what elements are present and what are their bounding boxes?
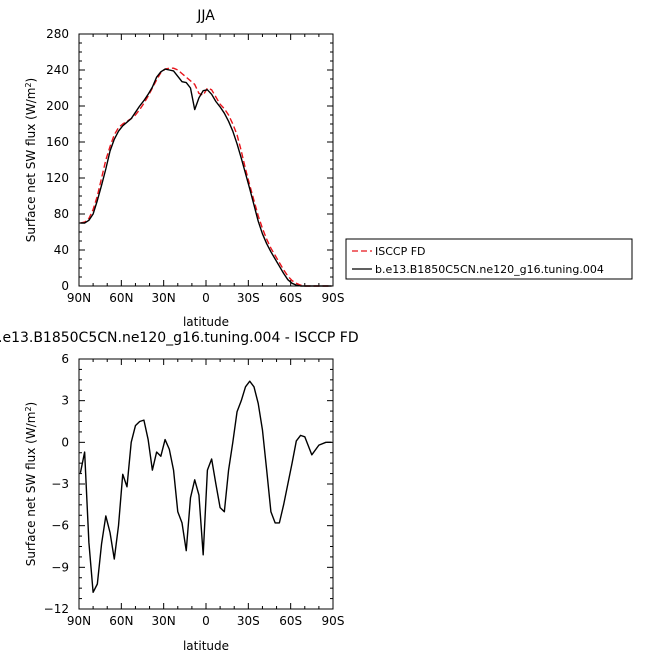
x-tick-label: 0: [202, 291, 210, 305]
x-tick-label: 30S: [237, 614, 260, 628]
top-y-label-superscript: 2: [24, 82, 33, 87]
bottom-y-label-superscript: 2: [24, 406, 33, 411]
y-tick-label: 0: [61, 279, 69, 293]
x-tick-label: 90S: [322, 614, 345, 628]
y-tick-label: 240: [46, 63, 69, 77]
top-y-tick-labels: 0 40 80 120 160 200 240 280: [46, 27, 69, 293]
top-plot-frame: [78, 33, 334, 287]
y-tick-label: 40: [54, 243, 69, 257]
top-x-tick-labels: 90N 60N 30N 0 30S 60S 90S: [67, 291, 345, 305]
y-tick-label: −9: [51, 560, 69, 574]
bottom-series-line-0: [79, 380, 332, 594]
top-y-label-main: Surface net SW flux (W/m: [24, 88, 38, 243]
y-tick-label: 280: [46, 27, 69, 41]
legend-box: [345, 238, 633, 280]
y-tick-label: 200: [46, 99, 69, 113]
y-tick-label: 160: [46, 135, 69, 149]
top-series-lines: [80, 67, 332, 287]
y-tick-label: −12: [44, 602, 69, 616]
x-tick-label: 90S: [322, 291, 345, 305]
x-tick-label: 30S: [237, 291, 260, 305]
bottom-y-label-tail: ): [24, 402, 38, 407]
x-tick-label: 0: [202, 614, 210, 628]
x-tick-label: 30N: [152, 614, 176, 628]
top-y-axis-label: Surface net SW flux (W/m2): [24, 78, 38, 242]
bottom-y-axis-label: Surface net SW flux (W/m2): [24, 402, 38, 566]
top-series-line-1: [80, 68, 332, 287]
y-tick-label: −6: [51, 519, 69, 533]
bottom-panel: .e13.B1850C5CN.ne120_g16.tuning.004 - IS…: [0, 330, 359, 653]
legend-label-model: b.e13.B1850C5CN.ne120_g16.tuning.004: [375, 263, 604, 276]
legend-label-isccp: ISCCP FD: [375, 245, 426, 258]
legend: ISCCP FD b.e13.B1850C5CN.ne120_g16.tunin…: [345, 238, 633, 280]
y-tick-label: 0: [61, 435, 69, 449]
x-tick-label: 60S: [279, 291, 302, 305]
top-y-label-tail: ): [24, 78, 38, 83]
bottom-y-tick-labels: −12 −9 −6 −3 0 3 6: [44, 352, 69, 616]
x-tick-label: 90N: [67, 614, 91, 628]
y-tick-label: 3: [61, 394, 69, 408]
bottom-ticks: [78, 358, 334, 610]
y-tick-label: 6: [61, 352, 69, 366]
bottom-plot-frame: [78, 358, 334, 610]
x-tick-label: 90N: [67, 291, 91, 305]
bottom-panel-title: .e13.B1850C5CN.ne120_g16.tuning.004 - IS…: [0, 330, 359, 346]
y-tick-label: 80: [54, 207, 69, 221]
top-series-line-0: [80, 67, 332, 287]
bottom-x-axis-label: latitude: [183, 639, 229, 653]
x-tick-label: 60N: [109, 614, 133, 628]
y-tick-label: −3: [51, 477, 69, 491]
x-tick-label: 30N: [152, 291, 176, 305]
x-tick-label: 60N: [109, 291, 133, 305]
top-ticks: [78, 33, 334, 287]
top-panel-title: JJA: [196, 8, 215, 24]
top-panel: JJA 90N 60N 30N 0 30S 60S 90S 0 40 80 120 160 200 24…: [24, 8, 344, 329]
y-tick-label: 120: [46, 171, 69, 185]
bottom-series-lines: [79, 380, 332, 594]
top-x-axis-label: latitude: [183, 315, 229, 329]
x-tick-label: 60S: [279, 614, 302, 628]
bottom-y-label-main: Surface net SW flux (W/m: [24, 412, 38, 567]
bottom-x-tick-labels: 90N 60N 30N 0 30S 60S 90S: [67, 614, 345, 628]
